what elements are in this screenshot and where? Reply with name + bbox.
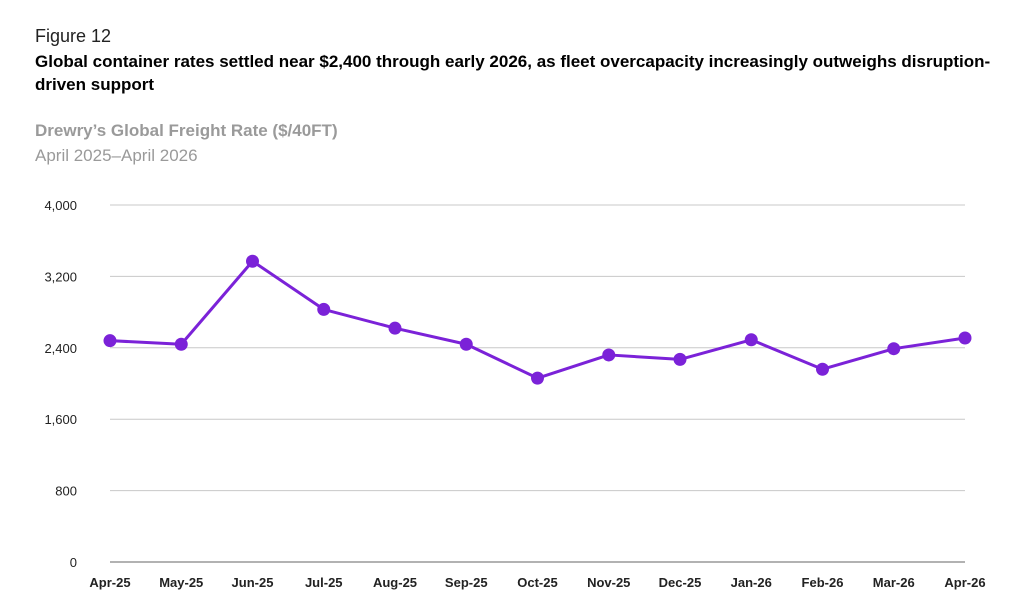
x-tick-label: Aug-25 [373,575,417,590]
x-tick-label: Apr-25 [89,575,130,590]
x-tick-label: Dec-25 [659,575,702,590]
data-point [317,302,331,316]
data-point [816,362,829,376]
series-line [109,259,966,380]
y-tick-label: 4,000 [44,198,77,213]
data-point [602,348,616,362]
x-tick-label: Sep-25 [445,575,488,590]
series-freight-rate [103,254,972,385]
grid-lines [110,204,965,563]
data-point [459,337,473,351]
x-tick-label: Oct-25 [517,575,557,590]
data-point [744,333,758,347]
x-tick-label: Jul-25 [305,575,343,590]
data-point [388,321,402,335]
y-axis-tick-labels: 0 800 1,600 2,400 3,200 4,000 [44,198,77,570]
x-tick-label: Jan-26 [731,575,772,590]
data-point [246,254,259,268]
data-point [174,337,188,351]
headline: Global container rates settled near $2,4… [35,52,991,94]
y-tick-label: 0 [70,555,77,570]
x-axis-tick-labels: Apr-25 May-25 Jun-25 Jul-25 Aug-25 Sep-25 Oct-… [89,575,985,590]
data-point [531,371,544,385]
y-tick-label: 2,400 [44,341,77,356]
x-tick-label: Nov-25 [587,575,630,590]
y-tick-label: 1,600 [44,412,77,427]
data-point [958,331,972,345]
x-tick-label: Apr-26 [944,575,985,590]
x-tick-label: Mar-26 [873,575,915,590]
data-point [103,334,117,348]
x-tick-label: Jun-25 [232,575,274,590]
figure-label: Figure 12 [35,26,112,46]
data-point [673,352,687,366]
chart-subtitle: April 2025–April 2026 [35,146,198,165]
x-tick-label: Feb-26 [802,575,844,590]
data-point [887,342,901,356]
y-tick-label: 800 [55,484,77,499]
x-tick-label: May-25 [159,575,203,590]
chart-title: Drewry’s Global Freight Rate ($/40FT) [35,121,338,140]
y-tick-label: 3,200 [44,269,77,284]
